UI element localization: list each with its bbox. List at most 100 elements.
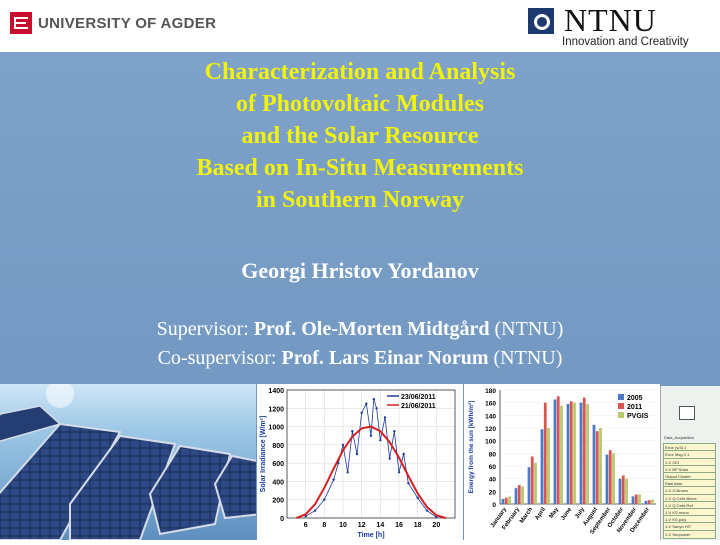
bar xyxy=(543,402,547,504)
cosupervisor-line: Co-supervisor: Prof. Lars Einar Norum (N… xyxy=(0,347,720,370)
data-point xyxy=(365,402,368,405)
bar xyxy=(618,478,622,504)
irradiance-chart: 0 200 400 600 800 1000 1200 1400 6 8 10 12 14 16 18 20 T… xyxy=(257,384,463,540)
ntnu-logo: NTNU Innovation and Creativity xyxy=(510,2,710,50)
monthly-energy-chart: 0 20 40 60 80 100 120 140 160 180 Energy from the … xyxy=(464,384,660,540)
diagram-block: 1-V Sunpower xyxy=(663,529,716,539)
data-point xyxy=(332,478,335,481)
x-tick-label: May xyxy=(549,506,561,520)
y-tick-label: 1200 xyxy=(268,406,284,413)
data-point xyxy=(323,498,326,501)
legend-label: 21/06/2011 xyxy=(401,403,436,410)
solar-panels-drawing xyxy=(0,384,256,540)
bar xyxy=(582,397,586,504)
vi-icon xyxy=(679,406,695,420)
x-tick-label: 10 xyxy=(339,522,347,529)
plot-frame xyxy=(286,389,456,519)
cosupervisor-affiliation: (NTNU) xyxy=(488,347,563,369)
x-tick-label: 12 xyxy=(358,522,366,529)
bar xyxy=(579,402,583,504)
data-point xyxy=(383,416,387,419)
y-tick-label: 1400 xyxy=(268,388,284,395)
bar xyxy=(638,494,641,504)
bar xyxy=(599,428,602,504)
y-tick-label: 0 xyxy=(492,502,496,509)
bar xyxy=(534,462,537,504)
university-name: UNIVERSITY OF AGDER xyxy=(38,14,217,32)
legend-label: PVGIS xyxy=(627,413,649,420)
y-tick-label: 200 xyxy=(272,498,284,505)
cosupervisor-role: Co-supervisor: xyxy=(157,347,282,369)
bar xyxy=(566,403,570,504)
data-point xyxy=(379,439,382,442)
x-tick-label: 6 xyxy=(304,522,308,529)
y-tick-label: 400 xyxy=(272,479,284,486)
bar xyxy=(527,467,531,504)
ntnu-tagline: Innovation and Creativity xyxy=(562,36,689,48)
data-point xyxy=(355,452,359,456)
data-point xyxy=(425,509,429,512)
legend-swatch xyxy=(618,394,624,400)
bar xyxy=(612,453,615,504)
labview-diagram: Data_Acquisition Error (s/3) 1 Error Msg 3… xyxy=(660,386,720,540)
x-tick-label: 20 xyxy=(432,522,440,529)
y-tick-label: 100 xyxy=(485,439,496,446)
title-line: and the Solar Resource xyxy=(241,123,479,149)
bar xyxy=(504,497,508,504)
ntnu-emblem-icon xyxy=(528,8,554,34)
data-point xyxy=(407,482,410,485)
y-tick-label: 600 xyxy=(272,461,284,468)
bar xyxy=(540,429,544,504)
bar xyxy=(508,496,511,504)
bar xyxy=(556,396,560,504)
legend-label: 2011 xyxy=(627,404,642,411)
data-point xyxy=(313,509,317,512)
y-tick-label: 40 xyxy=(489,477,497,484)
legend-swatch xyxy=(618,412,624,418)
legend-label: 2005 xyxy=(627,395,643,402)
series-line xyxy=(305,399,437,518)
y-tick-label: 140 xyxy=(485,413,496,420)
cosupervisor-name: Prof. Lars Einar Norum xyxy=(281,347,489,369)
bar xyxy=(595,431,599,504)
author-name: Georgi Hristov Yordanov xyxy=(241,258,479,283)
y-axis-label: Solar Irradiance [W/m²] xyxy=(260,416,267,493)
y-tick-label: 120 xyxy=(485,426,496,433)
bar xyxy=(625,478,628,504)
bar xyxy=(569,401,573,504)
bar xyxy=(517,485,521,504)
x-tick-label: June xyxy=(560,506,573,521)
data-point xyxy=(372,397,375,401)
bar xyxy=(560,405,563,504)
data-point xyxy=(393,429,396,433)
x-tick-label: 8 xyxy=(322,522,326,529)
bar xyxy=(553,399,557,504)
y-axis-label: Energy from the sun [kWh/m²] xyxy=(468,401,475,494)
legend-label: 23/06/2011 xyxy=(401,394,436,401)
title-line: in Southern Norway xyxy=(255,187,465,213)
header-bar: UNIVERSITY OF AGDER NTNU Innovation and … xyxy=(0,0,720,52)
bar xyxy=(634,494,638,504)
solar-panels-photo xyxy=(0,384,256,540)
data-point xyxy=(397,471,401,474)
data-point xyxy=(402,452,405,456)
supervisor-line: Supervisor: Prof. Ole-Morten Midtgård (N… xyxy=(0,318,720,341)
x-tick-label: April xyxy=(534,506,547,521)
bar xyxy=(647,500,651,504)
bar xyxy=(586,403,589,504)
irradiance-chart-svg: 0 200 400 600 800 1000 1200 1400 6 8 10 12 14 16 18 20 T… xyxy=(260,388,456,539)
bar xyxy=(530,456,534,504)
x-axis-label: Time [h] xyxy=(357,532,384,539)
series-line xyxy=(295,425,446,519)
legend-swatch xyxy=(618,403,624,409)
data-point xyxy=(416,496,419,500)
data-point xyxy=(388,457,391,460)
x-tick-label: 16 xyxy=(395,522,403,529)
bar xyxy=(644,500,648,504)
data-point xyxy=(351,429,354,433)
supervisor-role: Supervisor: xyxy=(156,318,254,340)
ntnu-wordmark: NTNU xyxy=(564,2,657,38)
bar xyxy=(608,450,612,504)
supervisor-affiliation: (NTNU) xyxy=(489,318,564,340)
x-tick-label: 14 xyxy=(376,522,384,529)
